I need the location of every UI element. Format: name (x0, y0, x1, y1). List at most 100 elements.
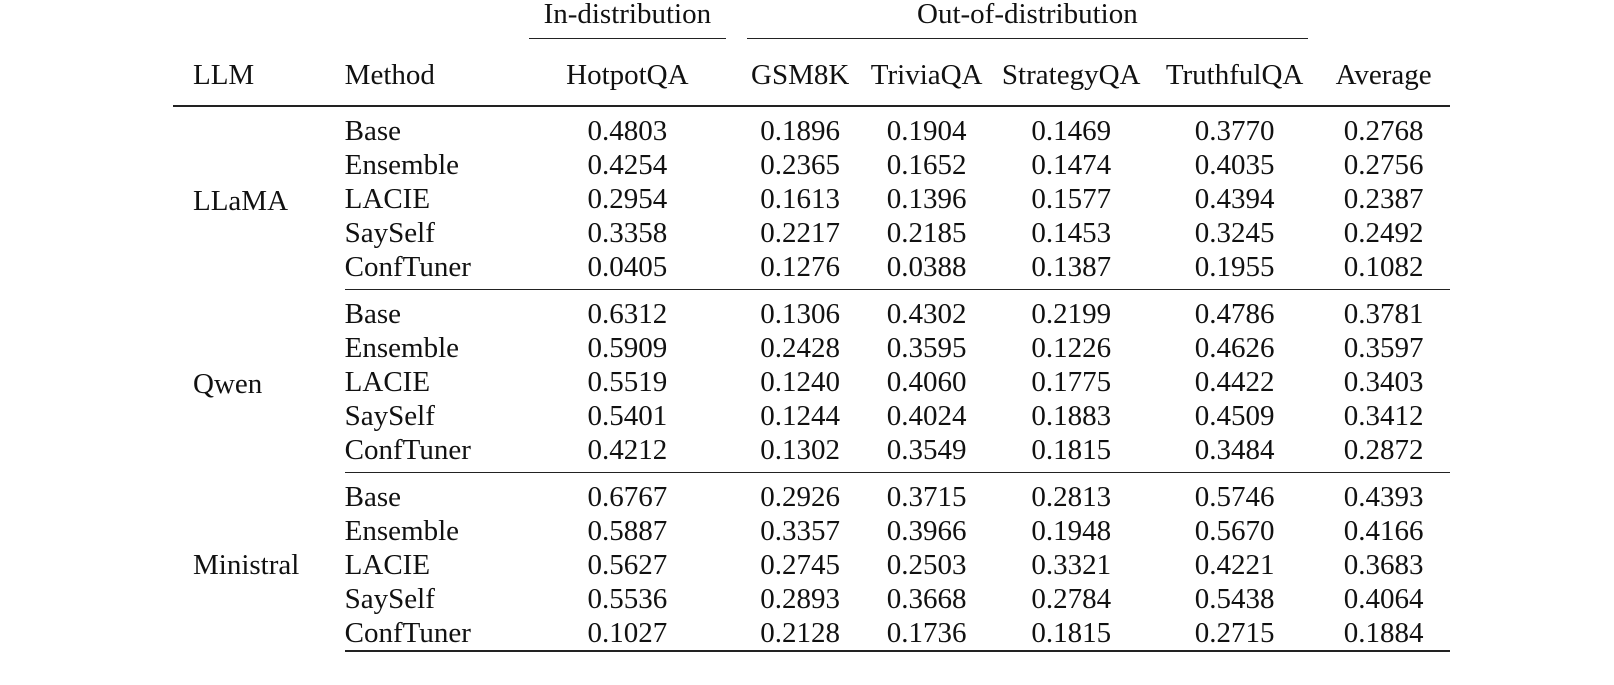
strategyqa-value-cell: 0.1577 (1031, 182, 1112, 215)
table-row: Ministral Base 0.6767 0.2926 0.3715 0.2813 0.5… (173, 473, 1450, 579)
strategyqa-value-cell: 0.1469 (1031, 114, 1112, 147)
strategyqa-value-cell: 0.1883 (1031, 399, 1112, 432)
strategyqa-value-cell: 0.1815 (990, 616, 1152, 652)
strategyqa-value-cell: 0.2784 (1031, 582, 1112, 615)
header-gsm8k: GSM8K (737, 39, 863, 107)
table-row: LACIE 0.5519 0.1240 0.4060 0.1775 0.4422 0.340… (173, 365, 1450, 399)
strategyqa-value-cell: 0.1474 (1031, 148, 1112, 181)
table-row: SaySelf 0.3358 0.2217 0.2185 0.1453 0.3245 0.2… (173, 216, 1450, 250)
truthfulqa-value-cell: 0.5670 (1194, 514, 1275, 547)
results-table: In-distribution Out-of-distribution LLM … (173, 0, 1450, 652)
table-row: LACIE 0.2954 0.1613 0.1396 0.1577 0.4394 0.238… (173, 182, 1450, 216)
hotpotqa-value-cell: 0.5536 (587, 582, 668, 615)
truthfulqa-value-cell: 0.5438 (1194, 582, 1275, 615)
average-value-cell: 0.2492 (1343, 216, 1424, 249)
header-triviaqa: TriviaQA (862, 39, 991, 107)
hotpotqa-value-cell: 0.5909 (587, 331, 668, 364)
truthfulqa-value-cell: 0.4394 (1194, 182, 1275, 215)
gsm8k-value-cell: 0.2428 (760, 331, 841, 364)
group-out-of-distribution: Out-of-distribution (737, 0, 1317, 39)
triviaqa-value-cell: 0.4060 (886, 365, 967, 398)
gsm8k-value-cell: 0.1306 (760, 297, 841, 330)
triviaqa-value-cell: 0.1652 (886, 148, 967, 181)
average-value-cell: 0.1082 (1317, 250, 1450, 290)
gsm8k-value-cell: 0.1244 (760, 399, 841, 432)
strategyqa-value-cell: 0.3321 (1031, 548, 1112, 581)
table-row: SaySelf 0.5536 0.2893 0.3668 0.2784 0.5438 0.4… (173, 582, 1450, 616)
gsm8k-value-cell: 0.3357 (760, 514, 841, 547)
triviaqa-value-cell: 0.3549 (862, 433, 991, 473)
hotpotqa-value-cell: 0.4254 (587, 148, 668, 181)
strategyqa-value-cell: 0.2199 (1031, 297, 1112, 330)
group-spacer (173, 0, 345, 39)
group-spacer (1317, 0, 1450, 39)
truthfulqa-value-cell: 0.3484 (1151, 433, 1318, 473)
truthfulqa-value-cell: 0.4509 (1194, 399, 1275, 432)
gsm8k-value-cell: 0.2926 (760, 480, 841, 513)
hotpotqa-value-cell: 0.3358 (587, 216, 668, 249)
truthfulqa-value-cell: 0.4221 (1194, 548, 1275, 581)
header-average: Average (1317, 39, 1450, 107)
gsm8k-value-cell: 0.2217 (760, 216, 841, 249)
group-in-distribution: In-distribution (517, 0, 737, 39)
method-cell: Base (344, 480, 402, 513)
gsm8k-value-cell: 0.2893 (760, 582, 841, 615)
method-cell: SaySelf (344, 216, 435, 249)
hotpotqa-value-cell: 0.5627 (587, 548, 668, 581)
truthfulqa-value-cell: 0.4626 (1194, 331, 1275, 364)
triviaqa-value-cell: 0.1904 (886, 114, 967, 147)
truthfulqa-value-cell: 0.4422 (1194, 365, 1275, 398)
hotpotqa-value-cell: 0.6312 (587, 297, 668, 330)
average-value-cell: 0.2768 (1343, 114, 1424, 147)
table-row: LLaMA Base 0.4803 0.1896 0.1904 0.1469 0.3770 0… (173, 106, 1450, 216)
triviaqa-value-cell: 0.4302 (886, 297, 967, 330)
triviaqa-value-cell: 0.2503 (886, 548, 967, 581)
hotpotqa-value-cell: 0.2954 (587, 182, 668, 215)
gsm8k-value-cell: 0.2745 (760, 548, 841, 581)
strategyqa-value-cell: 0.1948 (1031, 514, 1112, 547)
table-row: Qwen Base 0.6312 0.1306 0.4302 0.2199 0.4786 0.… (173, 290, 1450, 398)
header-truthfulqa: TruthfulQA (1151, 39, 1318, 107)
average-value-cell: 0.3683 (1343, 548, 1424, 581)
average-value-cell: 0.3781 (1343, 297, 1424, 330)
gsm8k-value-cell: 0.1896 (760, 114, 841, 147)
hotpotqa-value-cell: 0.5887 (587, 514, 668, 547)
gsm8k-value-cell: 0.1276 (737, 250, 863, 290)
gsm8k-value-cell: 0.1613 (760, 182, 841, 215)
average-value-cell: 0.2872 (1317, 433, 1450, 473)
table-row: ConfTuner 0.1027 0.2128 0.1736 0.1815 0.2715 0… (173, 616, 1450, 652)
average-value-cell: 0.1884 (1317, 616, 1450, 652)
average-value-cell: 0.3597 (1343, 331, 1424, 364)
gsm8k-value-cell: 0.1302 (737, 433, 863, 473)
average-value-cell: 0.2756 (1343, 148, 1424, 181)
truthfulqa-value-cell: 0.4786 (1194, 297, 1275, 330)
hotpotqa-value-cell: 0.4212 (517, 433, 738, 473)
strategyqa-value-cell: 0.1775 (1031, 365, 1112, 398)
hotpotqa-value-cell: 0.5401 (587, 399, 668, 432)
llm-name-cell: Ministral (193, 548, 300, 581)
group-spacer (345, 0, 518, 39)
triviaqa-value-cell: 0.1396 (886, 182, 967, 215)
method-cell: ConfTuner (344, 250, 518, 290)
header-method: Method (344, 39, 518, 107)
truthfulqa-value-cell: 0.5746 (1194, 480, 1275, 513)
hotpotqa-value-cell: 0.5519 (587, 365, 668, 398)
method-cell: SaySelf (344, 399, 435, 432)
hotpotqa-value-cell: 0.0405 (517, 250, 738, 290)
method-cell: LACIE (344, 548, 431, 581)
strategyqa-value-cell: 0.1453 (1031, 216, 1112, 249)
hotpotqa-value-cell: 0.1027 (517, 616, 738, 652)
strategyqa-value-cell: 0.1226 (1031, 331, 1112, 364)
header-strategyqa: StrategyQA (990, 39, 1152, 107)
group-in-distribution-label: In-distribution (528, 0, 726, 39)
triviaqa-value-cell: 0.1736 (862, 616, 991, 652)
triviaqa-value-cell: 0.3668 (886, 582, 967, 615)
group-out-of-distribution-label: Out-of-distribution (746, 0, 1308, 39)
triviaqa-value-cell: 0.0388 (862, 250, 991, 290)
method-cell: Ensemble (344, 331, 460, 364)
truthfulqa-value-cell: 0.2715 (1151, 616, 1318, 652)
triviaqa-value-cell: 0.2185 (886, 216, 967, 249)
method-cell: LACIE (344, 365, 431, 398)
method-cell: SaySelf (344, 582, 435, 615)
method-cell: Base (344, 297, 402, 330)
